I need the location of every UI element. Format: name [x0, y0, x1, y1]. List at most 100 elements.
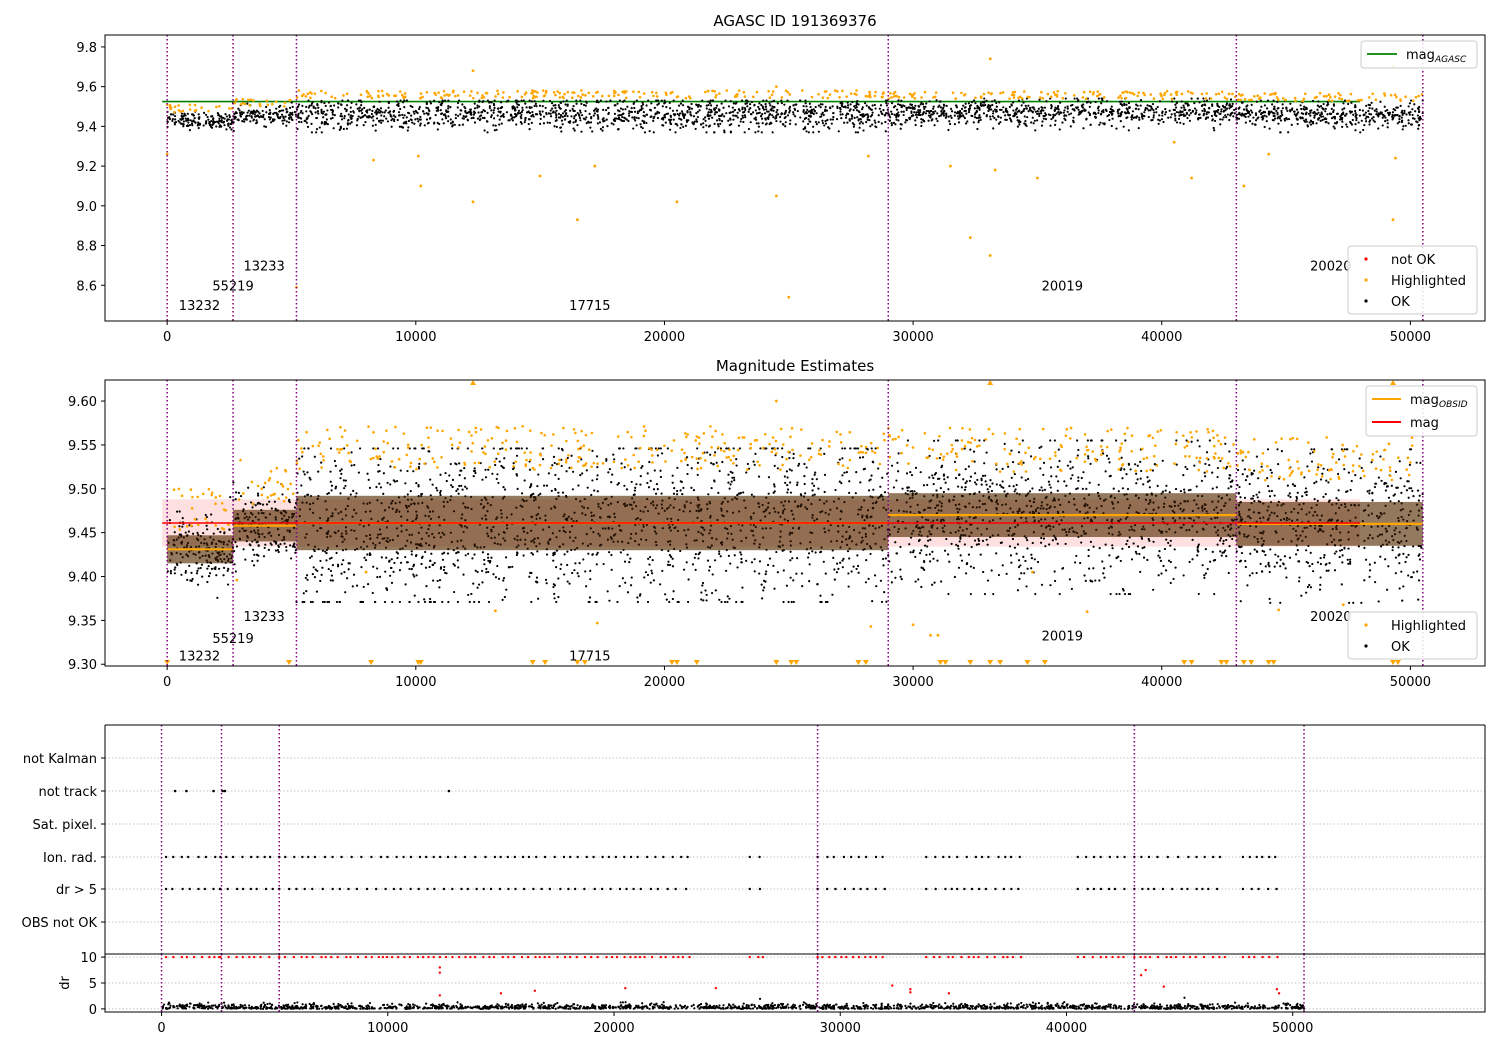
ok-point	[189, 579, 192, 582]
highlighted-point	[893, 90, 897, 94]
p1-xtick-label: 0	[163, 330, 171, 345]
ok-point	[1183, 106, 1186, 109]
ok-point	[322, 116, 325, 119]
ok-point	[410, 567, 413, 571]
highlighted-point	[1337, 92, 1340, 95]
ok-point	[492, 573, 495, 576]
ok-point	[718, 119, 721, 122]
ok-point	[1119, 115, 1122, 118]
ok-point	[805, 112, 808, 115]
ok-point	[616, 102, 619, 105]
ok-point	[383, 111, 386, 114]
ok-point	[942, 112, 945, 115]
ok-point	[490, 109, 493, 112]
ok-point	[190, 113, 194, 116]
ok-point	[632, 102, 635, 105]
ok-point	[315, 128, 319, 131]
ok-point	[695, 118, 698, 121]
ok-point	[230, 121, 234, 124]
ok-point	[1259, 109, 1262, 112]
ok-point	[1398, 114, 1401, 118]
ok-point	[1219, 112, 1222, 116]
ok-point	[839, 102, 842, 105]
ok-point	[490, 115, 493, 119]
ok-point	[676, 124, 679, 127]
ok-point	[355, 584, 359, 587]
ok-point	[786, 114, 790, 117]
ok-point	[1228, 118, 1231, 122]
ok-point	[355, 124, 359, 127]
highlighted-point	[342, 94, 345, 97]
ok-point	[667, 560, 670, 563]
ok-point	[1399, 104, 1402, 107]
ok-point	[1319, 119, 1322, 122]
ok-point	[439, 109, 442, 112]
highlighted-point	[600, 94, 604, 98]
ok-point	[476, 106, 479, 109]
highlighted-point	[1303, 92, 1307, 96]
ok-point	[844, 105, 847, 108]
ok-point	[327, 567, 330, 571]
ok-point	[1309, 114, 1312, 117]
ok-point	[383, 600, 387, 604]
ok-point	[196, 583, 200, 586]
highlighted-point	[1096, 90, 1100, 93]
ok-point	[473, 467, 476, 470]
ok-point	[508, 119, 511, 122]
ok-point	[205, 524, 208, 527]
highlighted-point	[1049, 95, 1053, 99]
ok-point	[1016, 125, 1020, 128]
ok-point	[182, 125, 185, 128]
ok-point	[697, 103, 700, 106]
ok-point	[345, 108, 348, 111]
ok-point	[393, 119, 396, 123]
ok-point	[285, 549, 288, 552]
ok-point	[823, 490, 826, 494]
highlighted-point	[1371, 92, 1374, 96]
ok-point	[821, 119, 824, 122]
ok-point	[1350, 101, 1353, 104]
ok-point	[936, 119, 939, 123]
ok-point	[438, 586, 441, 589]
ok-point	[1036, 119, 1039, 122]
ok-point	[804, 126, 807, 129]
ok-point	[1182, 113, 1185, 116]
ok-point	[287, 121, 291, 124]
ok-point	[668, 118, 671, 121]
ok-point	[322, 110, 326, 113]
ok-point	[1084, 109, 1087, 112]
ok-point	[1326, 113, 1329, 116]
ok-point	[320, 461, 323, 464]
ok-point	[1295, 108, 1299, 111]
ok-point	[1343, 99, 1347, 102]
ok-point	[1137, 108, 1140, 111]
ok-point	[325, 113, 328, 116]
ok-point	[283, 542, 286, 545]
ok-point	[873, 119, 876, 122]
ok-point	[932, 105, 935, 108]
ok-point	[552, 554, 555, 557]
ok-point	[817, 104, 820, 107]
ok-point	[527, 111, 530, 114]
ok-point	[616, 483, 619, 486]
ok-point	[217, 113, 220, 116]
ok-point	[525, 106, 528, 109]
ok-point	[228, 115, 231, 119]
ok-point	[877, 467, 880, 470]
ok-point	[918, 110, 922, 114]
ok-point	[776, 467, 779, 470]
ok-point	[340, 472, 343, 475]
ok-point	[1363, 123, 1366, 127]
ok-point	[215, 574, 218, 577]
ok-point	[613, 112, 617, 115]
ok-point	[789, 559, 792, 562]
highlighted-point	[1393, 93, 1397, 97]
ok-point	[553, 125, 556, 128]
ok-point	[340, 112, 343, 116]
ok-point	[310, 104, 313, 107]
ok-point	[1134, 107, 1137, 110]
ok-point	[297, 113, 300, 117]
ok-point	[1051, 116, 1055, 119]
ok-point	[705, 131, 708, 134]
ok-point	[696, 473, 699, 477]
